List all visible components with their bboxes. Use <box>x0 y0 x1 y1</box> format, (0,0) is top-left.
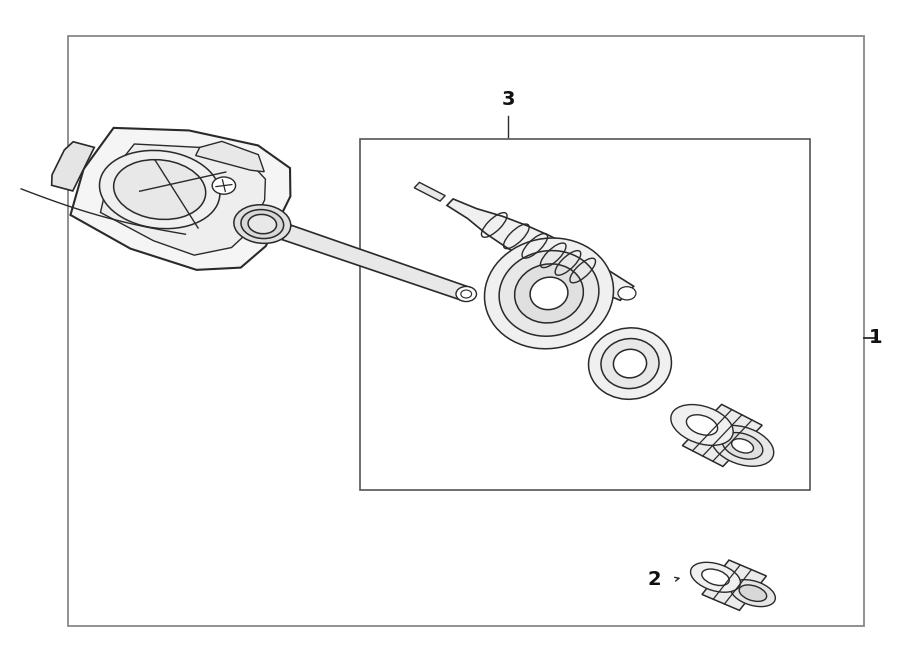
Ellipse shape <box>702 569 729 585</box>
Ellipse shape <box>515 264 583 323</box>
Text: 1: 1 <box>868 328 882 347</box>
Bar <box>68 36 864 626</box>
Circle shape <box>461 290 472 298</box>
Circle shape <box>212 177 236 194</box>
Ellipse shape <box>731 580 776 606</box>
Ellipse shape <box>614 350 646 378</box>
Ellipse shape <box>732 439 753 453</box>
Ellipse shape <box>739 585 767 601</box>
Polygon shape <box>51 142 94 191</box>
Polygon shape <box>101 144 266 255</box>
Circle shape <box>456 287 476 302</box>
Ellipse shape <box>113 160 206 220</box>
FancyArrowPatch shape <box>675 577 679 581</box>
Bar <box>360 139 810 490</box>
Polygon shape <box>195 142 265 171</box>
Polygon shape <box>447 199 634 301</box>
Ellipse shape <box>500 251 598 336</box>
Ellipse shape <box>241 210 284 238</box>
Polygon shape <box>682 404 762 467</box>
Polygon shape <box>70 128 291 270</box>
Ellipse shape <box>248 214 276 234</box>
Text: 3: 3 <box>501 90 515 109</box>
Polygon shape <box>283 225 471 301</box>
Ellipse shape <box>670 404 734 446</box>
Ellipse shape <box>484 238 614 349</box>
Text: 2: 2 <box>648 570 662 589</box>
Ellipse shape <box>100 150 220 228</box>
Ellipse shape <box>687 415 717 435</box>
Polygon shape <box>702 560 767 610</box>
Ellipse shape <box>711 426 774 466</box>
Ellipse shape <box>589 328 671 399</box>
Ellipse shape <box>601 338 659 389</box>
Ellipse shape <box>234 205 291 244</box>
Ellipse shape <box>690 562 741 592</box>
Ellipse shape <box>723 432 763 459</box>
Ellipse shape <box>530 277 568 310</box>
Polygon shape <box>414 182 446 201</box>
Circle shape <box>618 287 636 300</box>
